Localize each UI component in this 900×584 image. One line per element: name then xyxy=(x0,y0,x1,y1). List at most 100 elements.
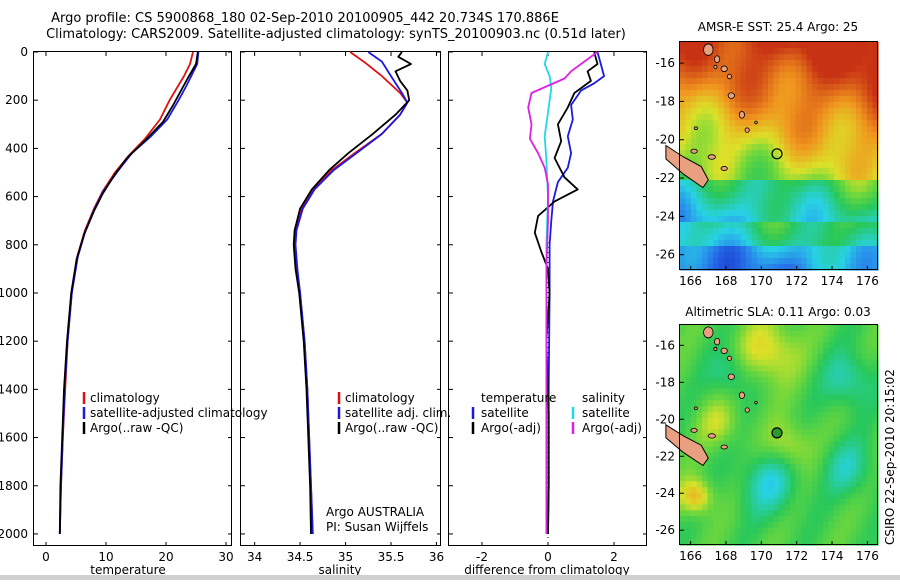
heatmap-cell xyxy=(867,348,874,355)
heatmap-cell xyxy=(729,388,736,396)
heatmap-cell xyxy=(790,246,797,253)
heatmap-cell xyxy=(680,180,687,187)
heatmap-cell xyxy=(707,258,714,265)
heatmap-cell xyxy=(834,388,841,396)
heatmap-cell xyxy=(713,377,720,384)
heatmap-cell xyxy=(713,246,720,253)
heatmap-cell xyxy=(823,120,830,127)
heatmap-cell xyxy=(702,342,709,349)
heatmap-cell xyxy=(773,475,780,482)
island xyxy=(738,391,745,400)
heatmap-cell xyxy=(839,400,846,407)
heatmap-cell xyxy=(680,423,687,430)
heatmap-cell xyxy=(823,487,830,494)
heatmap-cell xyxy=(784,186,791,193)
heatmap-cell xyxy=(828,458,835,465)
heatmap-cell xyxy=(779,216,786,223)
heatmap-cell xyxy=(707,342,714,349)
heatmap-cell xyxy=(779,60,786,67)
heatmap-cell xyxy=(817,400,824,407)
heatmap-cell xyxy=(828,475,835,482)
heatmap-cell xyxy=(696,60,703,67)
heatmap-cell xyxy=(850,487,857,494)
heatmap-cell xyxy=(806,435,813,442)
heatmap-cell xyxy=(696,382,703,390)
y-tick-label: -20 xyxy=(655,133,675,147)
heatmap-cell xyxy=(735,533,742,540)
heatmap-cell xyxy=(872,452,879,459)
heatmap-cell xyxy=(680,521,687,529)
heatmap-cell xyxy=(707,411,714,419)
heatmap-cell xyxy=(729,469,736,477)
heatmap-cell xyxy=(724,406,731,413)
heatmap-cell xyxy=(845,440,852,448)
heatmap-cell xyxy=(707,162,714,169)
heatmap-cell xyxy=(812,458,819,465)
heatmap-cell xyxy=(718,429,725,436)
heatmap-cell xyxy=(784,180,791,187)
heatmap-cell xyxy=(845,192,852,199)
heatmap-cell xyxy=(707,210,714,217)
heatmap-cell xyxy=(735,198,742,205)
heatmap-cell xyxy=(795,539,802,546)
heatmap-cell xyxy=(801,234,808,241)
heatmap-cell xyxy=(779,240,786,247)
heatmap-cell xyxy=(823,66,830,73)
heatmap-cell xyxy=(834,186,841,193)
heatmap-cell xyxy=(685,84,692,91)
heatmap-cell xyxy=(856,382,863,390)
heatmap-cell xyxy=(718,96,725,103)
heatmap-cell xyxy=(795,487,802,494)
heatmap-cell xyxy=(828,216,835,223)
heatmap-cell xyxy=(773,492,780,500)
heatmap-cell xyxy=(817,388,824,396)
heatmap-cell xyxy=(779,353,786,361)
heatmap-cell xyxy=(867,102,874,109)
heatmap-cell xyxy=(867,510,874,517)
heatmap-cell xyxy=(718,84,725,91)
heatmap-cell xyxy=(724,394,731,401)
heatmap-cell xyxy=(735,371,742,378)
heatmap-cell xyxy=(696,258,703,265)
heatmap-cell xyxy=(856,435,863,442)
heatmap-cell xyxy=(828,132,835,139)
heatmap-cell xyxy=(746,258,753,265)
heatmap-cell xyxy=(696,120,703,127)
heatmap-cell xyxy=(790,240,797,247)
heatmap-cell xyxy=(751,162,758,169)
heatmap-cell xyxy=(845,108,852,115)
heatmap-cell xyxy=(817,120,824,127)
heatmap-cell xyxy=(685,108,692,115)
heatmap-cell xyxy=(735,222,742,229)
heatmap-cell xyxy=(751,204,758,211)
heatmap-cell xyxy=(724,126,731,133)
heatmap-cell xyxy=(768,440,775,448)
heatmap-cell xyxy=(680,72,687,79)
heatmap-cell xyxy=(740,132,747,139)
heatmap-cell xyxy=(790,132,797,139)
heatmap-cell xyxy=(839,132,846,139)
heatmap-cell xyxy=(773,336,780,343)
heatmap-cell xyxy=(718,400,725,407)
heatmap-cell xyxy=(845,446,852,453)
heatmap-cell xyxy=(724,463,731,471)
heatmap-cell xyxy=(861,108,868,115)
heatmap-cell xyxy=(790,144,797,151)
heatmap-cell xyxy=(724,452,731,459)
heatmap-cell xyxy=(779,138,786,145)
heatmap-cell xyxy=(740,463,747,471)
heatmap-cell xyxy=(702,264,709,271)
heatmap-cell xyxy=(795,138,802,145)
heatmap-cell xyxy=(735,114,742,121)
heatmap-cell xyxy=(861,168,868,175)
heatmap-cell xyxy=(729,423,736,430)
heatmap-cell xyxy=(702,498,709,506)
heatmap-cell xyxy=(768,446,775,453)
heatmap-cell xyxy=(751,54,758,61)
heatmap-cell xyxy=(828,156,835,163)
heatmap-cell xyxy=(680,198,687,205)
heatmap-cell xyxy=(724,498,731,506)
heatmap-cell xyxy=(812,264,819,271)
heatmap-cell xyxy=(812,336,819,343)
heatmap-cell xyxy=(806,359,813,367)
